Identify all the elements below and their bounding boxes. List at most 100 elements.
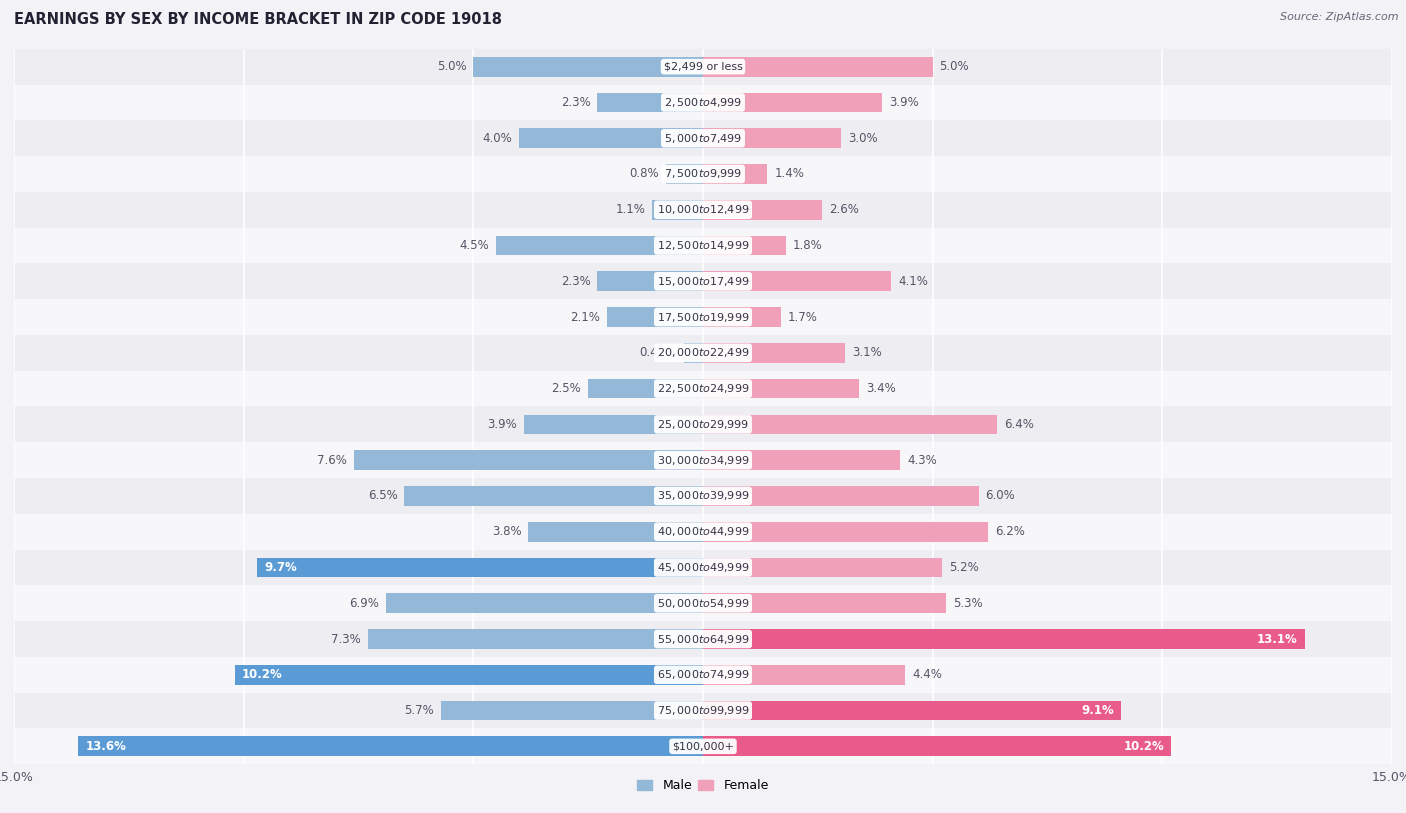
Text: 4.3%: 4.3% xyxy=(907,454,938,467)
Bar xyxy=(14,478,1392,514)
Bar xyxy=(703,307,782,327)
Text: $35,000 to $39,999: $35,000 to $39,999 xyxy=(657,489,749,502)
Bar xyxy=(14,585,1392,621)
Bar xyxy=(703,272,891,291)
Text: $25,000 to $29,999: $25,000 to $29,999 xyxy=(657,418,749,431)
Bar xyxy=(354,450,703,470)
Text: 5.0%: 5.0% xyxy=(939,60,969,73)
Text: 5.7%: 5.7% xyxy=(405,704,434,717)
Bar xyxy=(14,657,1392,693)
Text: $40,000 to $44,999: $40,000 to $44,999 xyxy=(657,525,749,538)
Bar xyxy=(14,156,1392,192)
Bar xyxy=(14,728,1392,764)
Bar xyxy=(683,343,703,363)
Bar xyxy=(79,737,703,756)
Text: $7,500 to $9,999: $7,500 to $9,999 xyxy=(664,167,742,180)
Text: $17,500 to $19,999: $17,500 to $19,999 xyxy=(657,311,749,324)
Bar xyxy=(703,128,841,148)
Bar xyxy=(703,236,786,255)
Text: $2,500 to $4,999: $2,500 to $4,999 xyxy=(664,96,742,109)
Bar xyxy=(14,299,1392,335)
Bar xyxy=(588,379,703,398)
Bar xyxy=(666,164,703,184)
Bar xyxy=(14,192,1392,228)
Text: $15,000 to $17,499: $15,000 to $17,499 xyxy=(657,275,749,288)
Bar xyxy=(598,272,703,291)
Legend: Male, Female: Male, Female xyxy=(633,774,773,798)
Text: 6.9%: 6.9% xyxy=(349,597,380,610)
Text: $75,000 to $99,999: $75,000 to $99,999 xyxy=(657,704,749,717)
Bar xyxy=(703,558,942,577)
Bar xyxy=(14,49,1392,85)
Bar xyxy=(14,85,1392,120)
Bar xyxy=(257,558,703,577)
Text: $65,000 to $74,999: $65,000 to $74,999 xyxy=(657,668,749,681)
Bar xyxy=(703,415,997,434)
Text: 6.0%: 6.0% xyxy=(986,489,1015,502)
Bar xyxy=(524,415,703,434)
Bar xyxy=(496,236,703,255)
Text: 5.0%: 5.0% xyxy=(437,60,467,73)
Text: 6.4%: 6.4% xyxy=(1004,418,1033,431)
Text: 1.8%: 1.8% xyxy=(793,239,823,252)
Text: $100,000+: $100,000+ xyxy=(672,741,734,751)
Bar xyxy=(703,450,900,470)
Bar xyxy=(529,522,703,541)
Bar xyxy=(519,128,703,148)
Text: 2.6%: 2.6% xyxy=(830,203,859,216)
Bar xyxy=(703,343,845,363)
Bar xyxy=(474,57,703,76)
Text: 1.7%: 1.7% xyxy=(787,311,818,324)
Bar xyxy=(368,629,703,649)
Bar xyxy=(703,200,823,220)
Bar xyxy=(14,228,1392,263)
Bar xyxy=(14,371,1392,406)
Text: 2.1%: 2.1% xyxy=(569,311,599,324)
Text: 13.1%: 13.1% xyxy=(1257,633,1298,646)
Bar xyxy=(703,164,768,184)
Text: $45,000 to $49,999: $45,000 to $49,999 xyxy=(657,561,749,574)
Bar xyxy=(598,93,703,112)
Text: 5.2%: 5.2% xyxy=(949,561,979,574)
Text: 1.1%: 1.1% xyxy=(616,203,645,216)
Text: 6.2%: 6.2% xyxy=(994,525,1025,538)
Bar xyxy=(441,701,703,720)
Text: 3.4%: 3.4% xyxy=(866,382,896,395)
Bar xyxy=(14,263,1392,299)
Text: $20,000 to $22,499: $20,000 to $22,499 xyxy=(657,346,749,359)
Text: 3.8%: 3.8% xyxy=(492,525,522,538)
Text: 2.3%: 2.3% xyxy=(561,96,591,109)
Bar xyxy=(405,486,703,506)
Bar xyxy=(703,379,859,398)
Text: 7.6%: 7.6% xyxy=(318,454,347,467)
Text: 10.2%: 10.2% xyxy=(242,668,283,681)
Text: 13.6%: 13.6% xyxy=(86,740,127,753)
Bar xyxy=(703,93,882,112)
Text: 3.9%: 3.9% xyxy=(889,96,918,109)
Bar xyxy=(703,665,905,685)
Text: 7.3%: 7.3% xyxy=(330,633,361,646)
Text: $55,000 to $64,999: $55,000 to $64,999 xyxy=(657,633,749,646)
Text: $5,000 to $7,499: $5,000 to $7,499 xyxy=(664,132,742,145)
Text: $50,000 to $54,999: $50,000 to $54,999 xyxy=(657,597,749,610)
Text: Source: ZipAtlas.com: Source: ZipAtlas.com xyxy=(1281,12,1399,22)
Bar xyxy=(14,514,1392,550)
Text: 4.4%: 4.4% xyxy=(912,668,942,681)
Text: 6.5%: 6.5% xyxy=(368,489,398,502)
Bar xyxy=(14,406,1392,442)
Text: 9.1%: 9.1% xyxy=(1081,704,1114,717)
Text: 4.0%: 4.0% xyxy=(482,132,512,145)
Bar xyxy=(235,665,703,685)
Bar xyxy=(703,57,932,76)
Text: 3.9%: 3.9% xyxy=(488,418,517,431)
Text: 0.42%: 0.42% xyxy=(640,346,676,359)
Bar xyxy=(14,335,1392,371)
Text: $10,000 to $12,499: $10,000 to $12,499 xyxy=(657,203,749,216)
Text: 3.1%: 3.1% xyxy=(852,346,882,359)
Text: EARNINGS BY SEX BY INCOME BRACKET IN ZIP CODE 19018: EARNINGS BY SEX BY INCOME BRACKET IN ZIP… xyxy=(14,12,502,27)
Bar xyxy=(14,442,1392,478)
Bar xyxy=(703,593,946,613)
Bar xyxy=(14,120,1392,156)
Text: 0.8%: 0.8% xyxy=(630,167,659,180)
Bar xyxy=(703,701,1121,720)
